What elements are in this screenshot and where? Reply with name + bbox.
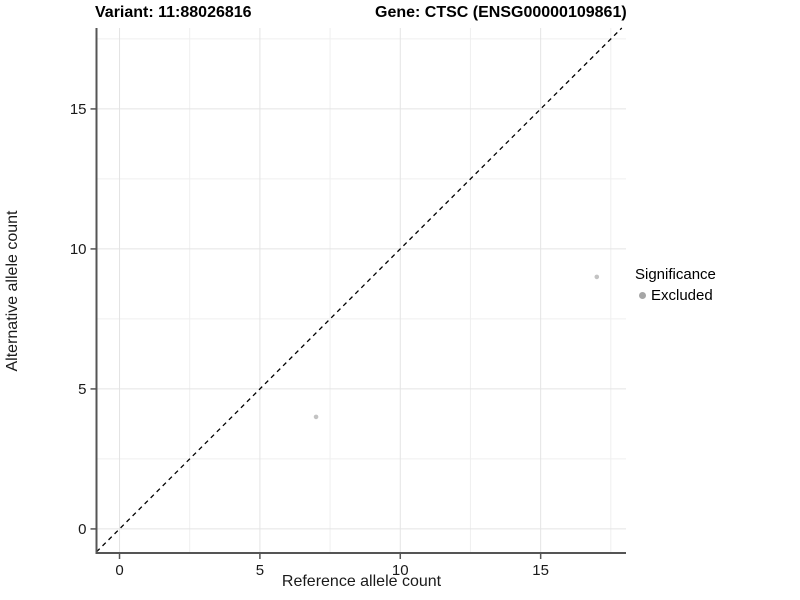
legend-point-icon (639, 292, 646, 299)
plot-title-gene: Gene: CTSC (ENSG00000109861) (375, 4, 627, 21)
y-tick-label: 5 (78, 381, 86, 398)
x-tick-label: 10 (392, 562, 409, 579)
y-tick-label: 10 (70, 241, 87, 258)
y-axis-title: Alternative allele count (4, 210, 21, 372)
data-point (594, 274, 600, 280)
x-tick-label: 5 (256, 562, 264, 579)
y-tick-label: 15 (70, 101, 87, 118)
x-axis-title: Reference allele count (281, 573, 442, 590)
legend-item-label: Excluded (651, 287, 713, 304)
x-tick-label: 0 (115, 562, 123, 579)
plot-title-variant: Variant: 11:88026816 (95, 4, 252, 21)
identity-reference-line (96, 27, 623, 553)
legend-title: Significance (635, 266, 716, 283)
data-point (313, 414, 319, 420)
y-tick-label: 0 (78, 521, 86, 538)
legend-item-excluded: Excluded (635, 287, 716, 304)
x-tick-label: 15 (532, 562, 549, 579)
legend: Significance Excluded (635, 266, 716, 304)
